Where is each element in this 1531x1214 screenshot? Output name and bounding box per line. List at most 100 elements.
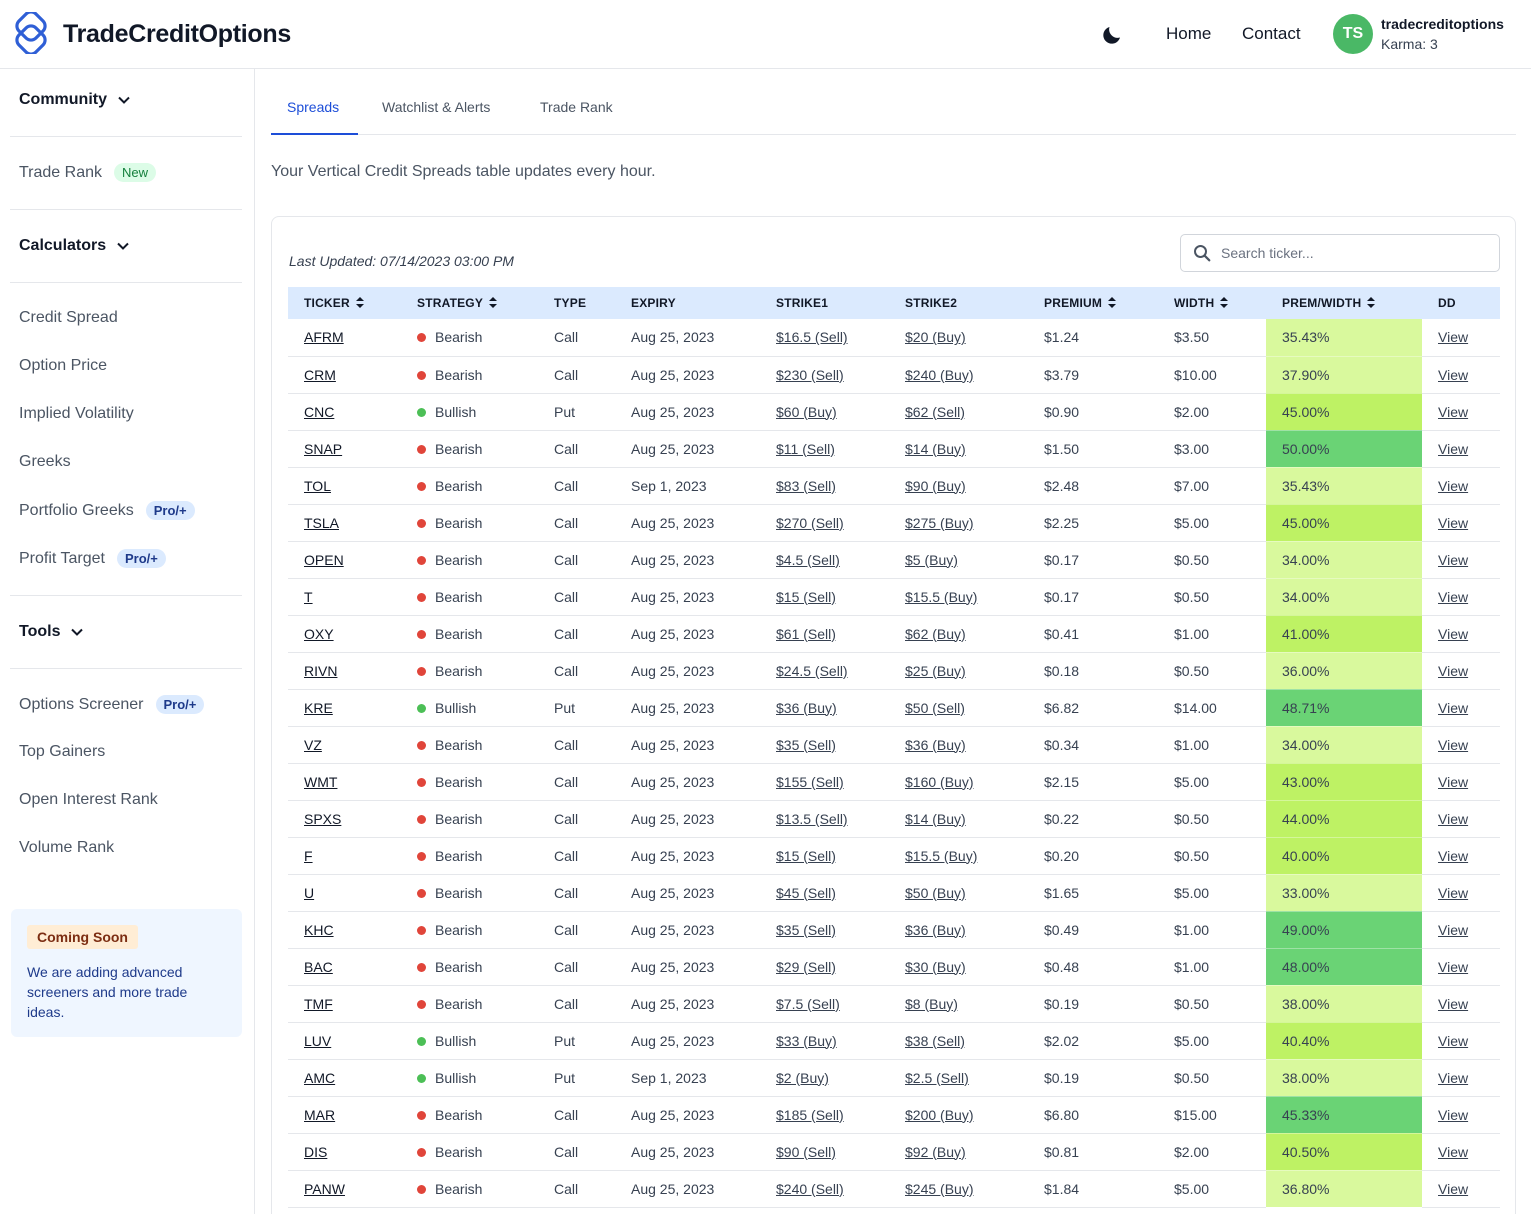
dd-view-link[interactable]: View (1438, 995, 1469, 1012)
strike-link[interactable]: $83 (Sell) (776, 477, 836, 494)
dd-view-link[interactable]: View (1438, 773, 1469, 790)
strike-link[interactable]: $38 (Sell) (905, 1032, 965, 1049)
strike-link[interactable]: $50 (Buy) (905, 884, 966, 901)
sort-icon[interactable] (1367, 297, 1376, 308)
strike-link[interactable]: $33 (Buy) (776, 1032, 837, 1049)
strike-link[interactable]: $2 (Buy) (776, 1069, 829, 1086)
strike-link[interactable]: $245 (Buy) (905, 1180, 974, 1197)
ticker-link[interactable]: KHC (304, 921, 334, 938)
ticker-link[interactable]: SNAP (304, 440, 343, 457)
ticker-link[interactable]: VZ (304, 736, 322, 753)
search-box[interactable] (1180, 234, 1500, 272)
sidebar-item-credit-spread[interactable]: Credit Spread (19, 309, 118, 327)
sort-icon[interactable] (355, 297, 364, 308)
column-header-premium[interactable]: PREMIUM (1028, 287, 1158, 319)
sidebar-section-calculators[interactable]: Calculators (19, 237, 130, 255)
sidebar-item-volume-rank[interactable]: Volume Rank (19, 839, 114, 857)
strike-link[interactable]: $29 (Sell) (776, 958, 836, 975)
sidebar-item-option-price[interactable]: Option Price (19, 357, 107, 375)
brand-name[interactable]: TradeCreditOptions (63, 20, 291, 48)
sidebar-item-profit-target[interactable]: Profit Target Pro/+ (19, 549, 166, 568)
strike-link[interactable]: $13.5 (Sell) (776, 810, 848, 827)
dd-view-link[interactable]: View (1438, 1032, 1469, 1049)
strike-link[interactable]: $35 (Sell) (776, 736, 836, 753)
strike-link[interactable]: $20 (Buy) (905, 329, 966, 346)
strike-link[interactable]: $90 (Sell) (776, 1143, 836, 1160)
strike-link[interactable]: $270 (Sell) (776, 514, 844, 531)
sidebar-item-open-interest-rank[interactable]: Open Interest Rank (19, 791, 158, 809)
ticker-link[interactable]: T (304, 588, 313, 605)
ticker-link[interactable]: BAC (304, 958, 333, 975)
sidebar-item-options-screener[interactable]: Options Screener Pro/+ (19, 695, 205, 714)
dd-view-link[interactable]: View (1438, 958, 1469, 975)
sort-icon[interactable] (1108, 297, 1117, 308)
dd-view-link[interactable]: View (1438, 403, 1469, 420)
ticker-link[interactable]: TOL (304, 477, 331, 494)
strike-link[interactable]: $240 (Buy) (905, 366, 974, 383)
dd-view-link[interactable]: View (1438, 514, 1469, 531)
strike-link[interactable]: $14 (Buy) (905, 810, 966, 827)
dd-view-link[interactable]: View (1438, 1180, 1469, 1197)
moon-icon[interactable] (1100, 23, 1124, 47)
dd-view-link[interactable]: View (1438, 699, 1469, 716)
nav-home-link[interactable]: Home (1166, 24, 1212, 43)
strike-link[interactable]: $275 (Buy) (905, 514, 974, 531)
tab-spreads[interactable]: Spreads (287, 99, 340, 115)
ticker-link[interactable]: DIS (304, 1143, 328, 1160)
strike-link[interactable]: $30 (Buy) (905, 958, 966, 975)
ticker-link[interactable]: U (304, 884, 315, 901)
dd-view-link[interactable]: View (1438, 847, 1469, 864)
ticker-link[interactable]: MAR (304, 1106, 336, 1123)
ticker-link[interactable]: OPEN (304, 551, 344, 568)
strike-link[interactable]: $15 (Sell) (776, 588, 836, 605)
strike-link[interactable]: $36 (Buy) (905, 921, 966, 938)
ticker-link[interactable]: RIVN (304, 662, 338, 679)
strike-link[interactable]: $16.5 (Sell) (776, 329, 848, 346)
strike-link[interactable]: $62 (Buy) (905, 625, 966, 642)
column-header-strategy[interactable]: STRATEGY (401, 287, 538, 319)
strike-link[interactable]: $185 (Sell) (776, 1106, 844, 1123)
dd-view-link[interactable]: View (1438, 884, 1469, 901)
ticker-link[interactable]: AFRM (304, 329, 344, 346)
strike-link[interactable]: $45 (Sell) (776, 884, 836, 901)
dd-view-link[interactable]: View (1438, 477, 1469, 494)
strike-link[interactable]: $24.5 (Sell) (776, 662, 848, 679)
ticker-link[interactable]: SPXS (304, 810, 342, 827)
strike-link[interactable]: $14 (Buy) (905, 440, 966, 457)
sidebar-item-portfolio-greeks[interactable]: Portfolio Greeks Pro/+ (19, 501, 195, 520)
strike-link[interactable]: $2.5 (Sell) (905, 1069, 969, 1086)
strike-link[interactable]: $35 (Sell) (776, 921, 836, 938)
column-header-width[interactable]: WIDTH (1158, 287, 1266, 319)
dd-view-link[interactable]: View (1438, 1106, 1469, 1123)
avatar[interactable]: TS (1333, 14, 1373, 54)
ticker-link[interactable]: LUV (304, 1032, 332, 1049)
strike-link[interactable]: $15.5 (Buy) (905, 588, 978, 605)
dd-view-link[interactable]: View (1438, 625, 1469, 642)
search-input[interactable] (1221, 245, 1481, 261)
ticker-link[interactable]: TSLA (304, 514, 340, 531)
sort-icon[interactable] (1220, 297, 1229, 308)
dd-view-link[interactable]: View (1438, 329, 1469, 346)
ticker-link[interactable]: AMC (304, 1069, 336, 1086)
strike-link[interactable]: $5 (Buy) (905, 551, 958, 568)
strike-link[interactable]: $90 (Buy) (905, 477, 966, 494)
strike-link[interactable]: $36 (Buy) (776, 699, 837, 716)
strike-link[interactable]: $4.5 (Sell) (776, 551, 840, 568)
ticker-link[interactable]: PANW (304, 1180, 345, 1197)
sidebar-item-top-gainers[interactable]: Top Gainers (19, 743, 105, 761)
sidebar-section-tools[interactable]: Tools (19, 623, 84, 641)
tab-trade-rank[interactable]: Trade Rank (540, 99, 613, 115)
dd-view-link[interactable]: View (1438, 921, 1469, 938)
dd-view-link[interactable]: View (1438, 1143, 1469, 1160)
ticker-link[interactable]: OXY (304, 625, 334, 642)
dd-view-link[interactable]: View (1438, 588, 1469, 605)
strike-link[interactable]: $62 (Sell) (905, 403, 965, 420)
strike-link[interactable]: $25 (Buy) (905, 662, 966, 679)
strike-link[interactable]: $92 (Buy) (905, 1143, 966, 1160)
strike-link[interactable]: $155 (Sell) (776, 773, 844, 790)
sidebar-item-implied-volatility[interactable]: Implied Volatility (19, 405, 134, 423)
strike-link[interactable]: $8 (Buy) (905, 995, 958, 1012)
tab-watchlist-alerts[interactable]: Watchlist & Alerts (382, 99, 491, 115)
strike-link[interactable]: $240 (Sell) (776, 1180, 844, 1197)
strike-link[interactable]: $11 (Sell) (776, 440, 835, 457)
